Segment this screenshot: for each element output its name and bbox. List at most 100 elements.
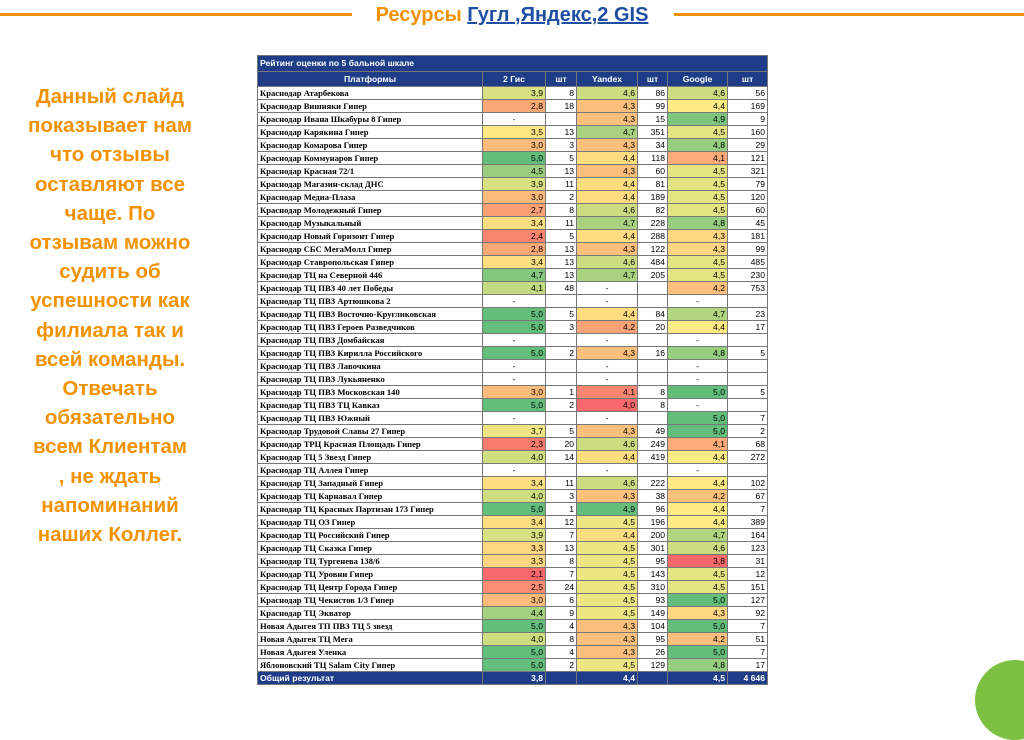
row-name: Краснодар ТЦ ПВЗ ТЦ Кавказ	[257, 398, 483, 412]
row-name: Краснодар ТЦ ПВЗ 40 лет Победы	[257, 281, 483, 295]
cell: 4,6	[667, 86, 728, 100]
side-line: наших Коллег.	[37, 523, 183, 547]
cell: -	[667, 294, 728, 308]
cell: 4,6	[576, 203, 638, 217]
cell: 4,5	[576, 567, 638, 581]
cell: 6	[545, 593, 577, 607]
cell: 7	[727, 502, 768, 516]
cell: 228	[637, 216, 668, 230]
cell: 3,0	[482, 385, 546, 399]
row-name: Краснодар Красная 72/1	[257, 164, 483, 178]
row-name: Краснодар Молодежный Гипер	[257, 203, 483, 217]
row-name: Краснодар ТЦ Российский Гипер	[257, 528, 483, 542]
cell: 4,8	[667, 346, 728, 360]
row-name: Краснодар ТЦ Уровни Гипер	[257, 567, 483, 581]
cell: 3,9	[482, 177, 546, 191]
cell: 4,9	[667, 112, 728, 126]
row-name: Краснодар Ивана Шкабуры 8 Гипер	[257, 112, 483, 126]
cell: 351	[637, 125, 668, 139]
cell: 5,0	[482, 320, 546, 334]
cell: 12	[545, 515, 577, 529]
cell: 20	[545, 437, 577, 451]
cell: 3,9	[482, 528, 546, 542]
column-header: 2 Гис	[482, 71, 546, 87]
cell: 3,3	[482, 541, 546, 555]
slide: Ресурсы Гугл ,Яндекс,2 GIS Данный слайд п…	[0, 4, 1024, 740]
cell	[637, 463, 668, 477]
cell: 222	[637, 476, 668, 490]
cell: 5,0	[667, 645, 728, 659]
cell: 11	[545, 177, 577, 191]
table-row: Яблоновский ТЦ Salam City Гипер 5,0 2 4,5 12…	[257, 658, 768, 672]
cell: 79	[727, 177, 768, 191]
cell: 4,2	[667, 281, 728, 295]
cell: 4,5	[667, 203, 728, 217]
cell: 310	[637, 580, 668, 594]
cell: 4,5	[576, 658, 638, 672]
row-name: Краснодар ТЦ Красных Партизан 173 Гипер	[257, 502, 483, 516]
cell: 51	[727, 632, 768, 646]
cell: 4,2	[667, 632, 728, 646]
cell: 196	[637, 515, 668, 529]
side-text: Данный слайд показывает нам что отзывы оста…	[10, 82, 210, 549]
cell: 60	[637, 164, 668, 178]
side-line: напоминаний	[41, 493, 179, 517]
row-name: Новая Адыгея Уленка	[257, 645, 483, 659]
cell	[727, 294, 768, 308]
cell: 2	[545, 346, 577, 360]
cell: 4,4	[667, 502, 728, 516]
table-row: Краснодар Атарбекова 3,9 8 4,6 86 4,6 56	[257, 86, 768, 100]
table-row: Краснодар ТЦ ПВЗ 40 лет Победы 4,1 48- 4,2 7…	[257, 281, 768, 295]
cell: 14	[545, 450, 577, 464]
table-row: Краснодар ТЦ Экватор 4,4 9 4,5 149 4,3 92	[257, 606, 768, 620]
cell: 4,4	[576, 450, 638, 464]
cell: 753	[727, 281, 768, 295]
table-row: Новая Адыгея ТП ПВЗ ТЦ 5 звезд 5,0 4 4,3 104…	[257, 619, 768, 633]
cell: 8	[545, 632, 577, 646]
cell: 5	[545, 151, 577, 165]
cell: 3,4	[482, 216, 546, 230]
cell: 4,5	[576, 593, 638, 607]
cell: 5,0	[482, 658, 546, 672]
cell: 4,4	[576, 151, 638, 165]
row-name: Яблоновский ТЦ Salam City Гипер	[257, 658, 483, 672]
cell: 2	[545, 398, 577, 412]
cell: 4,3	[576, 489, 638, 503]
cell: 129	[637, 658, 668, 672]
total-row: Общий результат 3,8 4,4 4,5 4 646	[257, 671, 768, 685]
caption-row: Рейтинг оценки по 5 бальной шкале	[257, 55, 768, 72]
cell: 7	[727, 411, 768, 425]
cell: 4,0	[482, 489, 546, 503]
cell: -	[576, 463, 638, 477]
title-link[interactable]: Гугл ,Яндекс,2 GIS	[467, 4, 649, 26]
cell: 4,3	[667, 229, 728, 243]
cell: 3,4	[482, 515, 546, 529]
row-name: Краснодар Трудовой Славы 27 Гипер	[257, 424, 483, 438]
table-row: Краснодар ТЦ Сказка Гипер 3,3 13 4,5 301 4,6 1…	[257, 541, 768, 555]
cell: 4,5	[667, 268, 728, 282]
cell: 4,5	[667, 580, 728, 594]
cell: 4,7	[667, 307, 728, 321]
cell: 13	[545, 242, 577, 256]
cell: 4,7	[576, 125, 638, 139]
cell: 4,5	[667, 164, 728, 178]
table-row: Краснодар Музыкальный 3,4 11 4,7 228 4,8 45	[257, 216, 768, 230]
cell: 123	[727, 541, 768, 555]
table-row: Краснодар ТЦ ПВЗ Лавочкина - - -	[257, 359, 768, 373]
cell: 3	[545, 489, 577, 503]
table-row: Краснодар ТЦ Центр Города Гипер 2,5 24 4,5 3…	[257, 580, 768, 594]
cell: 485	[727, 255, 768, 269]
cell: 8	[637, 398, 668, 412]
side-line: что отзывы	[50, 143, 170, 167]
cell: 12	[727, 567, 768, 581]
cell: 84	[637, 307, 668, 321]
cell: 121	[727, 151, 768, 165]
row-name: Краснодар ТЦ ПВЗ Кирилла Российского	[257, 346, 483, 360]
cell: 49	[637, 424, 668, 438]
row-name: Новая Адыгея ТП ПВЗ ТЦ 5 звезд	[257, 619, 483, 633]
cell: 4,9	[576, 502, 638, 516]
top-line	[674, 13, 1024, 16]
cell: 5	[727, 346, 768, 360]
cell: -	[667, 398, 728, 412]
cell: 4,4	[667, 99, 728, 113]
